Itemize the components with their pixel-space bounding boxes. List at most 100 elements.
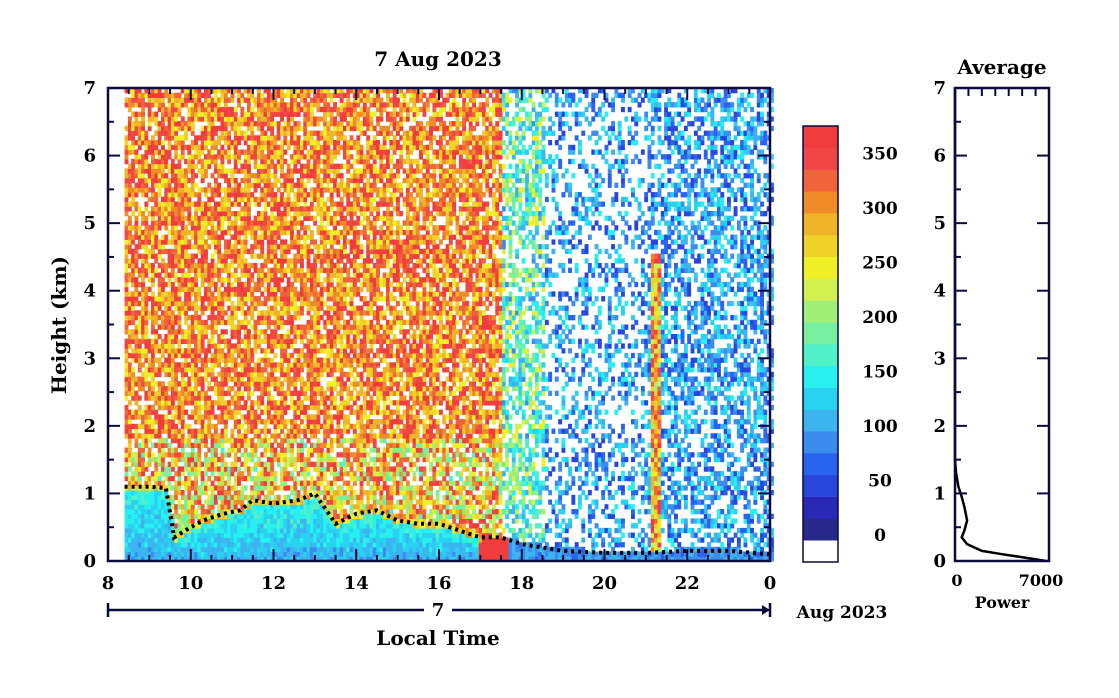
heatmap-cell	[316, 518, 321, 524]
heatmap-cell	[300, 220, 304, 226]
heatmap-cell	[200, 362, 205, 368]
heatmap-cell	[124, 395, 129, 401]
heatmap-cell	[197, 419, 202, 425]
heatmap-cell	[207, 485, 212, 491]
heatmap-cell	[309, 419, 314, 425]
heatmap-cell	[170, 404, 175, 411]
heatmap-cell	[210, 466, 215, 472]
heatmap-cell	[286, 296, 291, 302]
heatmap-cell	[127, 433, 132, 439]
heatmap-cell	[187, 556, 192, 562]
heatmap-cell	[154, 149, 159, 155]
heatmap-cell	[313, 466, 318, 472]
heatmap-cell	[167, 211, 172, 217]
heatmap-cell	[151, 97, 155, 103]
heatmap-cell	[243, 542, 248, 548]
heatmap-cell	[197, 504, 202, 510]
heatmap-cell	[184, 362, 188, 368]
heatmap-cell	[319, 343, 324, 349]
heatmap-cell	[194, 461, 198, 467]
heatmap-cell	[323, 121, 328, 127]
heatmap-cell	[240, 537, 245, 543]
heatmap-cell	[210, 305, 215, 311]
heatmap-cell	[144, 225, 149, 231]
heatmap-cell	[286, 291, 291, 297]
heatmap-cell	[180, 125, 185, 132]
heatmap-cell	[290, 447, 294, 453]
heatmap-cell	[280, 158, 284, 165]
heatmap-cell	[286, 267, 291, 273]
heatmap-cell	[157, 324, 162, 330]
heatmap-cell	[290, 390, 294, 396]
heatmap-cell	[197, 291, 202, 297]
heatmap-cell	[161, 338, 165, 344]
heatmap-cell	[223, 423, 228, 430]
heatmap-cell	[210, 452, 215, 458]
heatmap-cell	[141, 537, 145, 543]
heatmap-cell	[280, 428, 284, 434]
heatmap-cell	[127, 542, 132, 548]
heatmap-cell	[323, 144, 328, 151]
heatmap-cell	[273, 168, 278, 174]
heatmap-cell	[306, 381, 311, 387]
heatmap-cell	[240, 352, 245, 359]
heatmap-cell	[250, 154, 255, 160]
heatmap-cell	[210, 433, 215, 439]
heatmap-cell	[237, 352, 241, 359]
heatmap-cell	[184, 334, 188, 340]
heatmap-cell	[257, 400, 261, 406]
heatmap-cell	[220, 461, 225, 467]
heatmap-cell	[283, 291, 288, 297]
heatmap-cell	[230, 125, 235, 132]
heatmap-cell	[127, 343, 132, 349]
heatmap-cell	[283, 400, 288, 406]
heatmap-cell	[326, 423, 331, 430]
heatmap-cell	[213, 513, 218, 519]
heatmap-cell	[263, 154, 268, 160]
heatmap-cell	[131, 513, 136, 519]
heatmap-cell	[157, 315, 162, 321]
heatmap-cell	[207, 546, 212, 553]
heatmap-cell	[303, 92, 308, 98]
heatmap-cell	[157, 92, 162, 98]
heatmap-cell	[293, 92, 298, 98]
heatmap-cell	[170, 315, 175, 321]
heatmap-cell	[316, 149, 321, 155]
heatmap-cell	[204, 371, 208, 378]
heatmap-cell	[223, 338, 228, 344]
heatmap-cell	[220, 158, 225, 165]
heatmap-cell	[303, 140, 308, 146]
heatmap-cell	[164, 485, 169, 491]
heatmap-cell	[141, 551, 145, 557]
heatmap-cell	[170, 272, 175, 278]
heatmap-cell	[204, 395, 208, 401]
heatmap-cell	[273, 556, 278, 562]
heatmap-cell	[194, 362, 198, 368]
heatmap-cell	[303, 196, 308, 203]
heatmap-cell	[326, 556, 331, 562]
heatmap-cell	[210, 357, 215, 363]
heatmap-cell	[220, 371, 225, 378]
heatmap-cell	[180, 121, 185, 127]
heatmap-cell	[286, 144, 291, 151]
heatmap-cell	[316, 140, 321, 146]
heatmap-cell	[313, 102, 318, 108]
heatmap-cell	[306, 362, 311, 368]
heatmap-cell	[316, 452, 321, 458]
heatmap-cell	[293, 456, 298, 463]
heatmap-cell	[200, 546, 205, 553]
heatmap-cell	[290, 267, 294, 273]
heatmap-cell	[220, 338, 225, 344]
heatmap-cell	[233, 551, 238, 557]
heatmap-cell	[217, 140, 222, 146]
heatmap-cell	[223, 504, 228, 510]
heatmap-cell	[180, 102, 185, 108]
heatmap-cell	[323, 428, 328, 434]
heatmap-cell	[134, 438, 139, 444]
heatmap-cell	[131, 409, 136, 415]
heatmap-cell	[124, 447, 129, 453]
heatmap-cell	[127, 291, 132, 297]
heatmap-cell	[124, 315, 129, 321]
heatmap-cell	[190, 154, 195, 160]
heatmap-cell	[323, 509, 328, 515]
